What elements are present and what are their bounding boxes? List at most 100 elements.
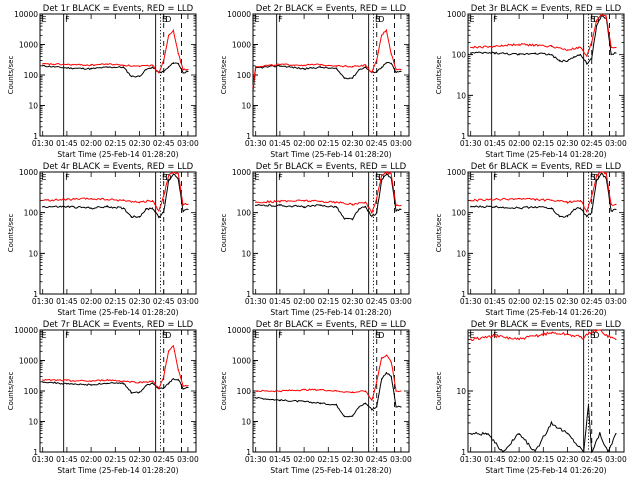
data-point xyxy=(90,64,92,66)
y-tick-label: 10 xyxy=(456,91,466,100)
data-point xyxy=(591,330,593,332)
data-point xyxy=(138,216,141,218)
data-point xyxy=(385,29,388,31)
data-point xyxy=(122,199,124,202)
x-tick-label: 02:00 xyxy=(508,139,530,148)
data-point xyxy=(470,52,472,54)
data-point xyxy=(615,46,617,49)
data-point xyxy=(151,199,154,202)
data-point xyxy=(319,389,321,391)
data-point xyxy=(106,198,108,201)
x-axis-label: Start Time (25-Feb-14 01:28:20) xyxy=(270,308,391,317)
x-tick-label: 01:30 xyxy=(32,297,54,306)
data-point xyxy=(385,173,388,175)
x-tick-label: 02:00 xyxy=(80,297,102,306)
panel-9: Det 9r BLACK = Events, RED = LLD Counts/s… xyxy=(435,320,627,475)
y-axis-label: Counts/sec xyxy=(7,372,15,411)
data-point xyxy=(566,201,569,203)
marker-label: F xyxy=(65,173,70,182)
data-point xyxy=(182,71,184,74)
x-tick-label: 02:30 xyxy=(129,455,151,464)
data-point xyxy=(371,212,373,214)
data-point xyxy=(163,212,165,214)
y-tick-label: 100 xyxy=(452,51,467,60)
x-tick-label: 02:30 xyxy=(342,297,364,306)
data-point xyxy=(42,65,44,67)
data-point xyxy=(106,63,108,65)
data-point xyxy=(66,67,68,69)
data-point xyxy=(534,198,536,201)
data-point xyxy=(187,69,189,71)
data-point xyxy=(400,70,402,73)
series-line-lld xyxy=(42,344,189,389)
y-tick-label: 10 xyxy=(456,249,466,258)
data-point xyxy=(615,52,617,54)
data-point xyxy=(122,382,124,384)
data-point xyxy=(364,390,367,392)
marker-label: B xyxy=(162,331,168,340)
x-tick-label: 02:45 xyxy=(153,297,175,306)
data-point xyxy=(343,415,346,417)
data-point xyxy=(351,203,354,205)
data-point xyxy=(587,403,590,406)
data-point xyxy=(319,402,321,404)
panel-6: Det 6r BLACK = Events, RED = LLD Counts/s… xyxy=(435,162,627,317)
data-point xyxy=(343,218,346,220)
data-point xyxy=(600,13,603,15)
data-point xyxy=(400,208,402,211)
x-tick-label: 02:30 xyxy=(129,297,151,306)
x-tick-label: 02:45 xyxy=(581,139,603,148)
data-point xyxy=(534,44,536,46)
data-point xyxy=(385,354,388,356)
y-tick-label: 10 xyxy=(28,418,38,427)
data-point xyxy=(518,43,520,45)
data-point xyxy=(591,212,593,214)
data-point xyxy=(138,201,141,203)
data-point xyxy=(182,69,184,71)
data-point xyxy=(177,53,179,55)
data-point xyxy=(385,62,388,64)
x-tick-label: 02:30 xyxy=(342,455,364,464)
marker-label: D xyxy=(165,15,171,24)
data-point xyxy=(470,46,472,49)
x-tick-label: 02:45 xyxy=(366,455,388,464)
panel-8: Det 8r BLACK = Events, RED = LLD Counts/s… xyxy=(220,320,412,475)
y-axis-label: Counts/sec xyxy=(435,56,443,95)
x-tick-label: 03:00 xyxy=(605,455,627,464)
data-point xyxy=(303,199,305,202)
marker-label: F xyxy=(278,173,283,182)
data-point xyxy=(615,203,617,205)
data-point xyxy=(163,59,165,62)
data-point xyxy=(319,200,321,202)
data-point xyxy=(518,433,520,435)
data-point xyxy=(550,54,552,56)
x-tick-label: 02:45 xyxy=(581,455,603,464)
data-point xyxy=(303,68,305,70)
data-point xyxy=(172,62,175,64)
data-point xyxy=(591,195,593,198)
x-tick-label: 02:45 xyxy=(581,297,603,306)
data-point xyxy=(138,75,141,77)
data-point xyxy=(42,379,44,381)
data-point xyxy=(364,206,367,208)
y-axis-label: Counts/sec xyxy=(220,372,228,411)
data-point xyxy=(550,207,552,209)
data-point xyxy=(335,68,337,70)
marker-label: D xyxy=(593,331,599,340)
data-point xyxy=(518,338,520,341)
data-point xyxy=(279,65,281,67)
data-point xyxy=(371,216,373,218)
x-tick-label: 01:30 xyxy=(32,455,54,464)
chart-title: Det 4r BLACK = Events, RED = LLD xyxy=(43,162,194,172)
data-point xyxy=(364,64,367,66)
y-tick-label: 10 xyxy=(28,249,38,258)
x-tick-label: 02:00 xyxy=(293,455,315,464)
data-point xyxy=(390,62,392,65)
y-tick-label: 10000 xyxy=(14,326,38,335)
marker-label: B xyxy=(375,173,381,182)
data-point xyxy=(579,207,582,209)
data-point xyxy=(255,201,257,203)
x-tick-label: 02:00 xyxy=(80,455,102,464)
x-axis-label: Start Time (25-Feb-14 01:28:20) xyxy=(57,466,178,475)
x-tick-label: 03:00 xyxy=(605,297,627,306)
